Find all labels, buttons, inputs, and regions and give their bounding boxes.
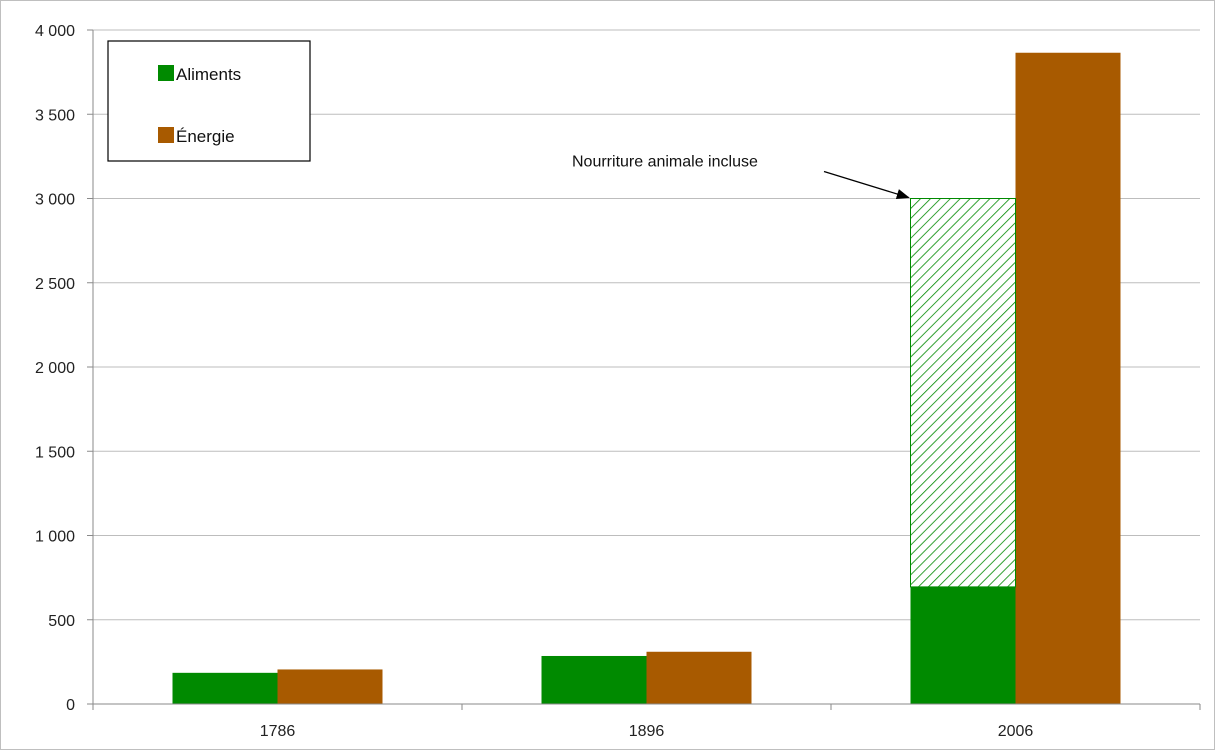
x-tick-label: 1896 — [629, 723, 665, 740]
axes — [87, 29, 1201, 710]
bars — [172, 52, 1121, 705]
legend-swatch--nergie — [158, 127, 174, 143]
legend: Aliments Énergie — [107, 40, 311, 162]
y-tick-label: 2 500 — [35, 276, 75, 293]
legend-label-aliments: Aliments — [176, 65, 241, 84]
bar-aliments-1896 — [541, 655, 647, 704]
bar--nergie-1896 — [646, 651, 752, 704]
y-tick-labels: 0 500 1 000 1 500 2 000 2 500 3 000 3 500 4 000 — [35, 23, 75, 714]
bar-aliments-1786 — [172, 672, 278, 704]
y-tick-label: 0 — [66, 697, 75, 714]
y-tick-label: 1 000 — [35, 529, 75, 546]
y-tick-label: 3 000 — [35, 192, 75, 209]
legend-swatch-aliments — [158, 65, 174, 81]
bar-aliments-hatched-extension — [910, 198, 1016, 588]
legend-label--nergie: Énergie — [176, 127, 235, 146]
y-tick-label: 1 500 — [35, 444, 75, 461]
x-tick-labels: 1786 1896 2006 — [260, 723, 1034, 740]
bar--nergie-2006 — [1015, 52, 1121, 705]
annotation-arrow — [823, 170, 910, 200]
legend-box — [107, 40, 311, 162]
bar--nergie-1786 — [277, 669, 383, 704]
y-tick-label: 500 — [48, 613, 75, 630]
bar-aliments-2006 — [910, 586, 1016, 704]
y-tick-label: 4 000 — [35, 23, 75, 40]
annotation: Nourriture animale incluse — [572, 154, 910, 200]
y-tick-label: 2 000 — [35, 360, 75, 377]
annotation-label: Nourriture animale incluse — [572, 154, 758, 171]
x-tick-label: 2006 — [998, 723, 1034, 740]
x-tick-label: 1786 — [260, 723, 296, 740]
y-tick-label: 3 500 — [35, 107, 75, 124]
